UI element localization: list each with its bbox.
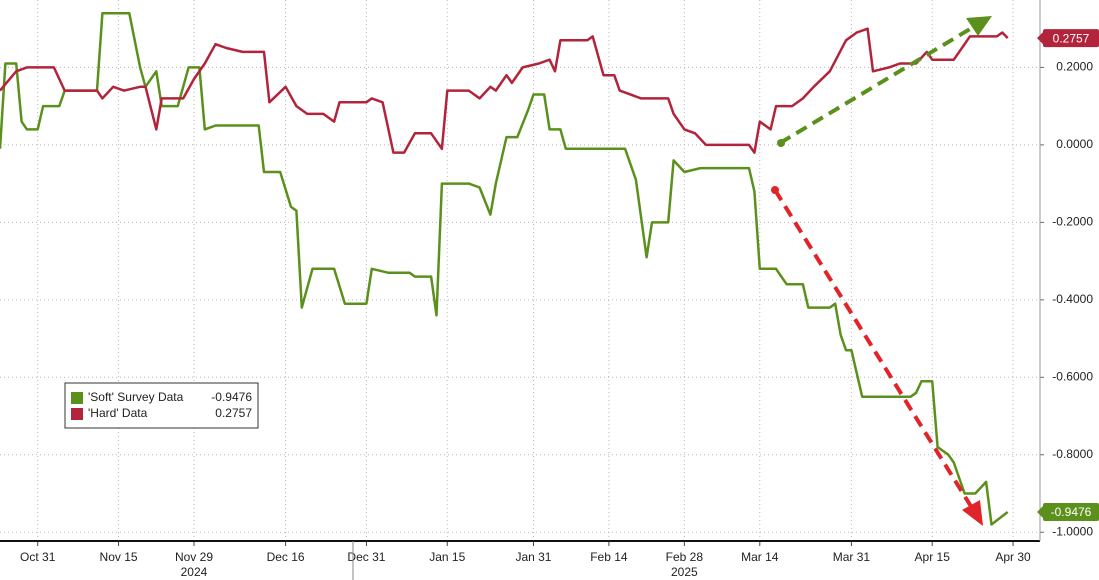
down-arrow-dot	[771, 186, 779, 194]
x-tick-label: Nov 29	[175, 550, 213, 564]
x-tick-label: Dec 31	[347, 550, 385, 564]
year-label: 2025	[671, 565, 698, 579]
down-arrow	[773, 188, 974, 510]
last-value-label: -0.9476	[1051, 505, 1092, 519]
legend-swatch	[71, 408, 83, 420]
y-tick-label: 0.0000	[1056, 137, 1093, 151]
x-tick-label: Mar 31	[833, 550, 871, 564]
annotation-arrows	[771, 16, 992, 526]
y-tick-label: 0.2000	[1056, 60, 1093, 74]
x-tick-label: Nov 15	[100, 550, 138, 564]
x-tick-label: Apr 15	[915, 550, 951, 564]
x-tick-label: Feb 14	[590, 550, 628, 564]
x-tick-label: Mar 14	[741, 550, 779, 564]
x-tick-label: Jan 15	[429, 550, 465, 564]
x-tick-label: Feb 28	[666, 550, 704, 564]
series-line	[0, 11, 1009, 526]
last-value-pointer	[1037, 31, 1044, 46]
legend-label: 'Hard' Data	[88, 406, 148, 420]
last-value-tags: -0.9476 0.2757	[1037, 29, 1099, 521]
up-arrow-dot	[777, 139, 785, 147]
y-tick-label: -1.0000	[1052, 524, 1093, 538]
last-value-label: 0.2757	[1053, 31, 1090, 45]
legend-label: 'Soft' Survey Data	[88, 390, 184, 404]
legend-swatch	[71, 392, 83, 404]
y-tick-label: -0.4000	[1052, 292, 1093, 306]
x-tick-label: Dec 16	[267, 550, 305, 564]
series-line	[0, 27, 1009, 154]
x-tick-label: Apr 30	[995, 550, 1031, 564]
up-arrow	[778, 24, 977, 145]
legend-box	[64, 382, 259, 429]
last-value-tag	[1043, 29, 1099, 48]
series	[0, 11, 1009, 526]
legend: 'Soft' Survey Data -0.9476 'Hard' Data 0.27…	[64, 382, 259, 429]
year-label: 2024	[181, 565, 208, 579]
legend-value: 0.2757	[215, 406, 252, 420]
x-tick-label: Oct 31	[20, 550, 56, 564]
y-tick-label: -0.6000	[1052, 369, 1093, 383]
y-tick-label: -0.2000	[1052, 215, 1093, 229]
up-arrow-head	[966, 16, 992, 36]
x-tick-label: Jan 31	[515, 550, 551, 564]
y-tick-label: -0.8000	[1052, 447, 1093, 461]
last-value-tag	[1043, 502, 1099, 521]
legend-value: -0.9476	[211, 390, 252, 404]
last-value-pointer	[1037, 504, 1044, 519]
down-arrow-head	[962, 500, 983, 526]
